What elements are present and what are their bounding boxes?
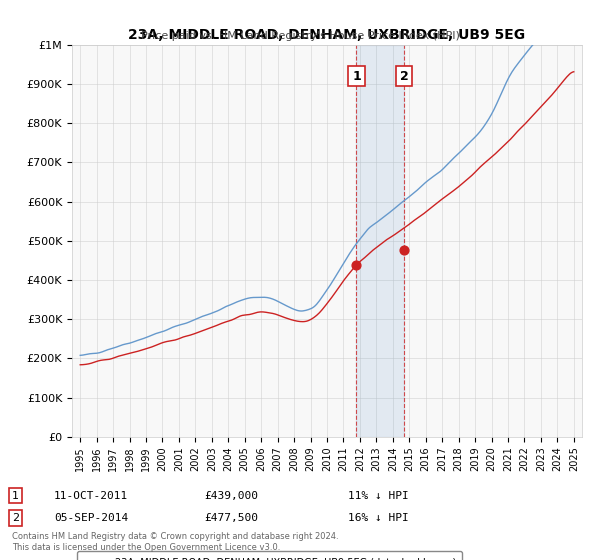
Point [352,260,361,269]
Text: 1: 1 [12,491,19,501]
Text: £477,500: £477,500 [204,513,258,523]
Point [399,245,409,254]
Bar [356,45,404,437]
Text: 2: 2 [12,513,19,523]
Text: Price paid vs. HM Land Registry's House Price Index (HPI): Price paid vs. HM Land Registry's House … [140,31,460,41]
Text: 11-OCT-2011: 11-OCT-2011 [54,491,128,501]
Text: 2: 2 [400,69,409,83]
Text: £439,000: £439,000 [204,491,258,501]
Text: Contains HM Land Registry data © Crown copyright and database right 2024.
This d: Contains HM Land Registry data © Crown c… [12,532,338,552]
Text: 11% ↓ HPI: 11% ↓ HPI [348,491,409,501]
Text: 05-SEP-2014: 05-SEP-2014 [54,513,128,523]
Legend: 23A, MIDDLE ROAD, DENHAM, UXBRIDGE, UB9 5EG (detached house), HPI: Average price: 23A, MIDDLE ROAD, DENHAM, UXBRIDGE, UB9 … [77,552,462,560]
Title: 23A, MIDDLE ROAD, DENHAM, UXBRIDGE, UB9 5EG: 23A, MIDDLE ROAD, DENHAM, UXBRIDGE, UB9 … [128,28,526,42]
Text: 1: 1 [352,69,361,83]
Text: 16% ↓ HPI: 16% ↓ HPI [348,513,409,523]
